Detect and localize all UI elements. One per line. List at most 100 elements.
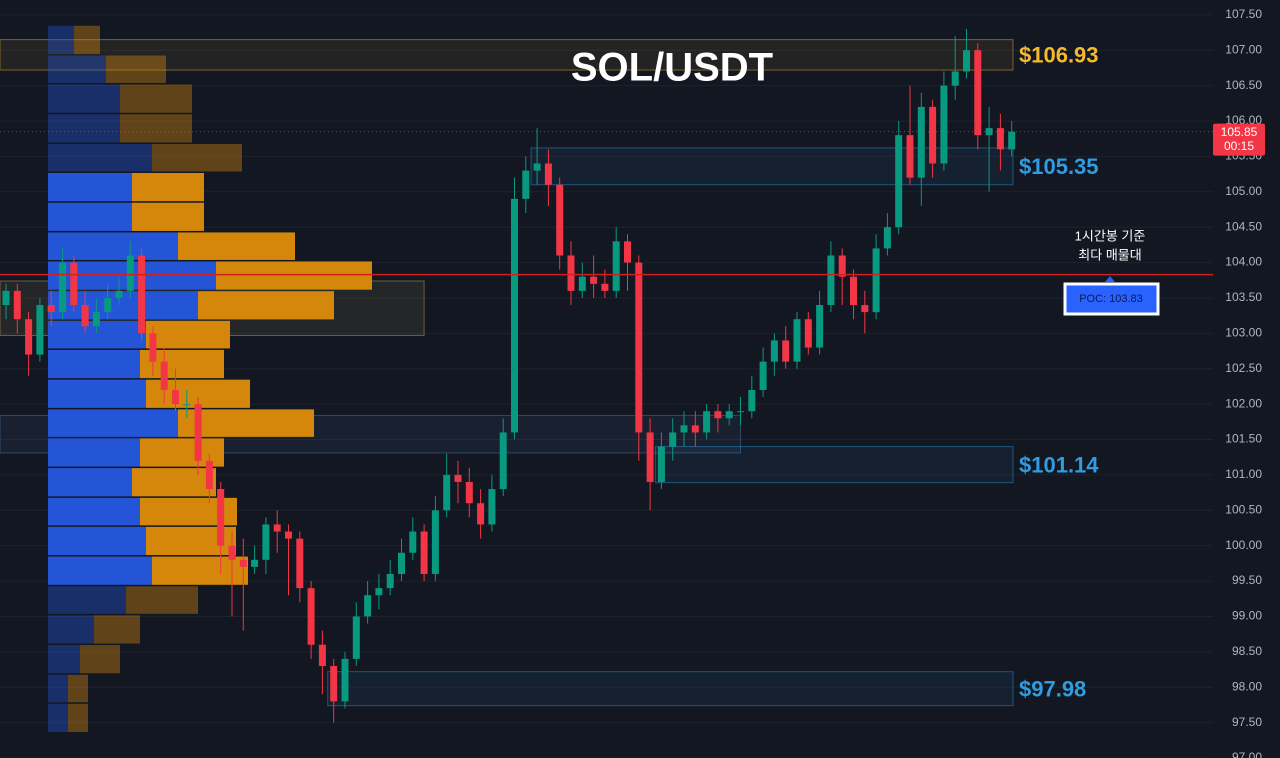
- profile-buy: [48, 143, 152, 172]
- candle-body: [409, 531, 417, 553]
- y-tick-label: 100.50: [1225, 502, 1262, 516]
- y-tick-label: 98.50: [1232, 644, 1262, 658]
- y-tick-label: 106.50: [1225, 78, 1262, 92]
- profile-sell: [132, 468, 216, 497]
- y-tick-label: 107.00: [1225, 42, 1262, 56]
- candle-body: [296, 538, 304, 589]
- candle-body: [454, 474, 462, 482]
- chart-title: SOL/USDT: [571, 46, 773, 90]
- y-tick-label: 97.50: [1232, 715, 1262, 729]
- candle-body: [624, 241, 631, 263]
- poc-note: 1시간봉 기준: [1075, 228, 1146, 243]
- candle-body: [590, 276, 598, 284]
- profile-sell: [94, 615, 140, 644]
- profile-buy: [48, 703, 68, 733]
- candle-body: [940, 85, 948, 164]
- candle-body: [398, 552, 405, 574]
- y-tick-label: 102.00: [1225, 396, 1262, 410]
- poc-label: POC: 103.83: [1079, 293, 1143, 305]
- candle-body: [883, 227, 891, 249]
- profile-buy: [48, 556, 152, 585]
- profile-buy: [48, 468, 132, 497]
- candle-body: [511, 198, 518, 433]
- candle-body: [669, 432, 677, 447]
- profile-buy: [48, 202, 132, 231]
- profile-buy: [48, 114, 120, 143]
- candle-body: [149, 333, 157, 362]
- profile-buy: [48, 84, 120, 113]
- profile-sell: [126, 586, 198, 614]
- candle-body: [974, 50, 982, 136]
- zone: [0, 39, 1014, 71]
- candle-body: [138, 255, 146, 334]
- candle-body: [420, 531, 428, 574]
- candle-body: [341, 658, 349, 702]
- profile-buy: [48, 379, 146, 408]
- profile-sell: [68, 703, 88, 733]
- candle-body: [262, 524, 270, 560]
- candle-body: [850, 276, 857, 306]
- y-tick-label: 99.00: [1232, 609, 1262, 623]
- candle-body: [725, 411, 733, 419]
- profile-buy: [48, 615, 94, 644]
- candle-body: [827, 255, 835, 306]
- candle-body: [205, 460, 213, 490]
- profile-sell: [152, 556, 248, 585]
- candle-body: [488, 489, 496, 525]
- candle-body: [951, 71, 959, 86]
- candle-body: [92, 312, 100, 327]
- candle-body: [477, 503, 485, 525]
- profile-sell: [74, 25, 100, 54]
- candle-body: [183, 404, 191, 406]
- candle-body: [13, 290, 21, 320]
- zone-label: $106.93: [1019, 43, 1099, 68]
- y-tick-label: 97.00: [1232, 750, 1262, 758]
- candle-body: [1008, 131, 1016, 150]
- candle-body: [228, 545, 236, 560]
- y-tick-label: 107.50: [1225, 7, 1262, 21]
- candle-body: [906, 135, 914, 178]
- candle-body: [929, 106, 937, 164]
- profile-sell: [132, 202, 204, 231]
- candle-body: [612, 241, 620, 291]
- candle-body: [251, 559, 259, 567]
- y-tick-label: 99.50: [1232, 573, 1262, 587]
- candle-body: [737, 411, 744, 413]
- candle-body: [533, 163, 541, 171]
- candle-body: [318, 644, 326, 666]
- profile-buy: [48, 232, 178, 260]
- candle-body: [996, 128, 1004, 150]
- candle-body: [917, 106, 925, 178]
- zone: [654, 446, 1014, 484]
- candle-body: [872, 248, 880, 313]
- countdown: 00:15: [1224, 139, 1254, 153]
- profile-buy: [48, 25, 74, 54]
- profile-sell: [80, 645, 120, 674]
- y-tick-label: 103.50: [1225, 290, 1262, 304]
- y-tick-label: 101.00: [1225, 467, 1262, 481]
- candle-body: [2, 290, 10, 306]
- profile-sell: [216, 261, 372, 290]
- last-price-tag: [1213, 123, 1265, 156]
- profile-sell: [68, 674, 88, 703]
- candle-body: [578, 276, 586, 291]
- candle-body: [160, 361, 168, 390]
- candles: [2, 29, 1016, 723]
- profile-buy: [48, 645, 80, 674]
- profile-buy: [48, 438, 140, 467]
- candle-body: [172, 389, 179, 405]
- profile-buy: [48, 526, 146, 556]
- zone-label: $97.98: [1019, 676, 1086, 701]
- candle-body: [804, 319, 812, 348]
- zone-label: $101.14: [1019, 452, 1099, 477]
- poc-pointer: [1105, 276, 1115, 282]
- profile-buy: [48, 409, 178, 437]
- profile-sell: [132, 172, 204, 202]
- volume-profile: [48, 25, 372, 733]
- candle-body: [985, 128, 993, 136]
- candle-body: [104, 297, 112, 313]
- y-tick-label: 98.00: [1232, 679, 1262, 693]
- candle-body: [556, 184, 564, 256]
- profile-sell: [146, 320, 230, 349]
